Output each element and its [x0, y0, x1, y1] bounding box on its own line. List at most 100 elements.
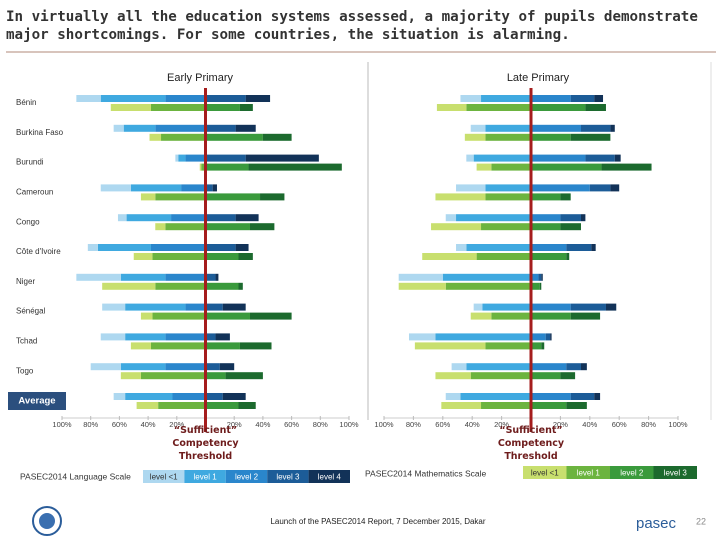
bar-segment — [531, 393, 571, 400]
bar-segment — [445, 214, 457, 222]
bar-segment — [97, 244, 151, 251]
x-tick-label: 80% — [313, 420, 328, 429]
bar-segment — [260, 193, 285, 201]
bar-segment — [149, 133, 162, 141]
bar-segment — [560, 214, 581, 222]
bar-segment — [451, 363, 467, 371]
bar-segment — [133, 253, 153, 260]
bar-segment — [205, 104, 240, 111]
bar-segment — [238, 402, 256, 409]
bar-segment — [531, 372, 561, 380]
bar-segment — [235, 214, 259, 222]
bar-segment — [235, 124, 256, 132]
bar-segment — [205, 133, 263, 141]
bar-segment — [87, 244, 98, 251]
bar-segment — [482, 303, 531, 311]
bar-segment — [531, 363, 567, 371]
bar-segment — [456, 214, 531, 222]
category-label: Togo — [16, 366, 34, 375]
bar-segment — [485, 184, 531, 192]
bar-segment — [205, 393, 223, 400]
chart-title: Late Primary — [507, 72, 570, 84]
bar-segment — [466, 244, 531, 251]
bar-segment — [422, 253, 477, 260]
bar-segment — [531, 214, 561, 222]
bar-segment — [125, 393, 173, 400]
bar-segment — [152, 312, 206, 320]
bar-segment — [205, 312, 250, 320]
bar-segment — [585, 104, 606, 111]
legend-title: PASEC2014 Mathematics Scale — [365, 468, 487, 478]
bar-segment — [614, 154, 621, 162]
bar-segment — [531, 312, 571, 320]
bar-segment — [205, 154, 246, 162]
category-label: Sénégal — [16, 307, 46, 316]
page-number: 22 — [696, 516, 706, 526]
bar-segment — [113, 124, 124, 132]
bar-segment — [140, 193, 156, 201]
x-tick-label: 40% — [465, 420, 480, 429]
bar-segment — [76, 95, 101, 102]
bar-segment — [155, 223, 166, 231]
legend-swatch — [225, 470, 268, 483]
bar-segment — [531, 163, 602, 171]
bar-segment — [531, 124, 581, 132]
bar-segment — [150, 104, 206, 111]
bar-segment — [175, 154, 179, 162]
legend-swatch — [184, 470, 226, 483]
bar-segment — [205, 333, 216, 341]
bar-segment — [470, 312, 492, 320]
bar-segment — [125, 333, 166, 341]
bar-segment — [152, 253, 206, 260]
footer-text: Launch of the PASEC2014 Report, 7 Decemb… — [270, 517, 485, 526]
bar-segment — [185, 303, 206, 311]
bar-segment — [473, 154, 531, 162]
bar-segment — [120, 363, 166, 371]
bar-segment — [560, 223, 581, 231]
legend-label: level 3 — [664, 469, 688, 478]
bar-segment — [570, 95, 595, 102]
bar-segment — [165, 333, 206, 341]
bar-segment — [100, 95, 166, 102]
bar-segment — [570, 303, 606, 311]
bar-segment — [117, 214, 127, 222]
bar-segment — [580, 363, 587, 371]
bar-segment — [239, 104, 253, 111]
bar-segment — [165, 223, 206, 231]
bar-segment — [531, 244, 567, 251]
bar-segment — [205, 163, 249, 171]
legend-label: level 1 — [194, 473, 218, 482]
bar-segment — [589, 184, 611, 192]
legend-swatch — [308, 470, 350, 483]
bar-segment — [136, 402, 159, 409]
legend-title: PASEC2014 Language Scale — [20, 471, 131, 481]
x-tick-label: 60% — [112, 420, 127, 429]
bar-segment — [445, 282, 531, 290]
bar-segment — [485, 342, 531, 350]
bar-segment — [205, 184, 213, 192]
bar-segment — [102, 303, 126, 311]
bar-segment — [150, 342, 206, 350]
bar-segment — [398, 273, 443, 281]
x-tick-label: 80% — [406, 420, 421, 429]
bar-segment — [205, 342, 240, 350]
bar-segment — [466, 154, 474, 162]
bar-segment — [538, 273, 542, 281]
x-tick-label: 40% — [141, 420, 156, 429]
bar-segment — [456, 244, 467, 251]
bar-segment — [181, 184, 206, 192]
bar-segment — [222, 393, 246, 400]
bar-segment — [249, 312, 292, 320]
bar-segment — [205, 372, 226, 380]
x-tick-label: 20% — [553, 420, 568, 429]
x-tick-label: 60% — [612, 420, 627, 429]
bar-segment — [185, 154, 206, 162]
legend-label: level 3 — [276, 473, 300, 482]
bar-segment — [531, 223, 561, 231]
bar-segment — [205, 95, 246, 102]
bar-segment — [408, 333, 436, 341]
bar-segment — [560, 372, 576, 380]
bar-segment — [531, 273, 539, 281]
category-label: Tchad — [16, 337, 37, 346]
